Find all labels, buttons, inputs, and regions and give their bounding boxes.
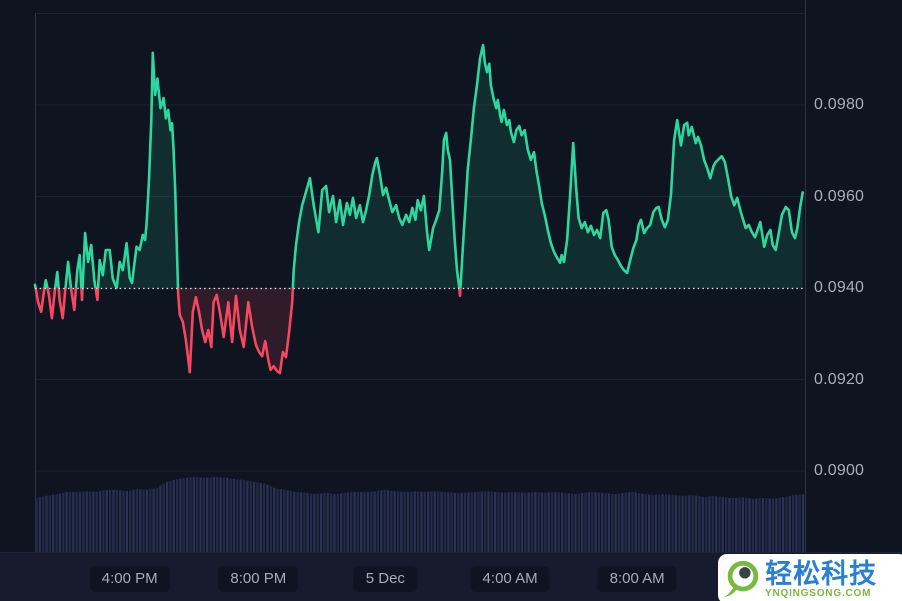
watermark-brand-name: 轻松科技 (765, 558, 878, 589)
price-tick-label: 0.0980 (814, 96, 865, 113)
time-tick-label: 4:00 AM (470, 566, 550, 592)
price-tick-label: 0.0900 (814, 462, 865, 479)
price-series-down (34, 288, 803, 375)
volume-bars (35, 477, 805, 553)
watermark-text: 轻松科技 YNQINGSONG.COM (765, 560, 877, 599)
time-tick-label: 8:00 PM (218, 566, 299, 592)
time-tick-label: 5 Dec (353, 566, 417, 592)
watermark-domain: YNQINGSONG.COM (765, 587, 872, 599)
time-tick-label: 8:00 AM (597, 566, 677, 592)
watermark-logo: 轻松科技 YNQINGSONG.COM (718, 554, 902, 601)
axis-frame (35, 0, 806, 552)
price-tick-label: 0.0940 (814, 279, 865, 296)
price-tick-label: 0.0960 (814, 187, 865, 205)
yqs-monster-eye-icon (723, 560, 759, 598)
price-tick-label: 0.0920 (814, 370, 865, 388)
price-series-up (33, 43, 804, 288)
time-tick-label: 4:00 PM (89, 566, 170, 592)
